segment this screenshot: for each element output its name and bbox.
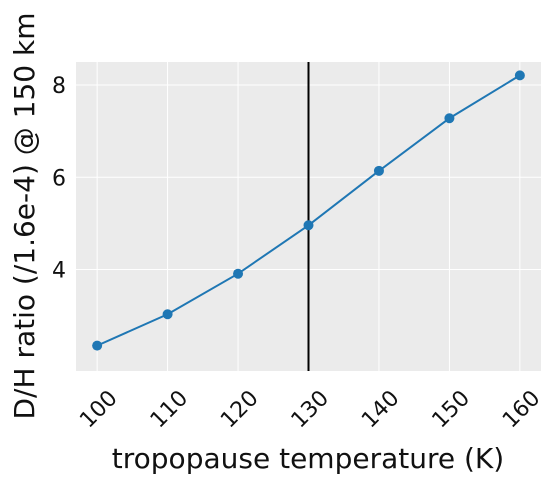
x-axis-label: tropopause temperature (K) [112, 442, 504, 475]
x-tick-label: 150 [428, 386, 475, 433]
y-tick-label: 4 [52, 259, 66, 284]
data-point [92, 340, 103, 351]
x-tick-labels: 100 110 120 130 140 150 160 [75, 386, 545, 433]
series-layer [92, 70, 525, 351]
x-tick-label: 140 [357, 386, 404, 433]
x-tick-label: 110 [146, 386, 193, 433]
data-point [233, 268, 244, 279]
data-point [514, 70, 525, 81]
data-point [444, 113, 455, 124]
x-tick-label: 130 [287, 386, 334, 433]
y-tick-label: 8 [52, 74, 66, 99]
data-point [303, 220, 314, 231]
y-axis-label: D/H ratio (/1.6e-4) @ 150 km [8, 13, 41, 420]
x-tick-label: 100 [75, 386, 122, 433]
y-tick-label: 6 [52, 166, 66, 191]
data-point [162, 309, 173, 320]
x-tick-label: 120 [216, 386, 263, 433]
y-tick-labels: 4 6 8 [52, 74, 66, 283]
data-point [373, 165, 384, 176]
x-tick-label: 160 [498, 386, 545, 433]
